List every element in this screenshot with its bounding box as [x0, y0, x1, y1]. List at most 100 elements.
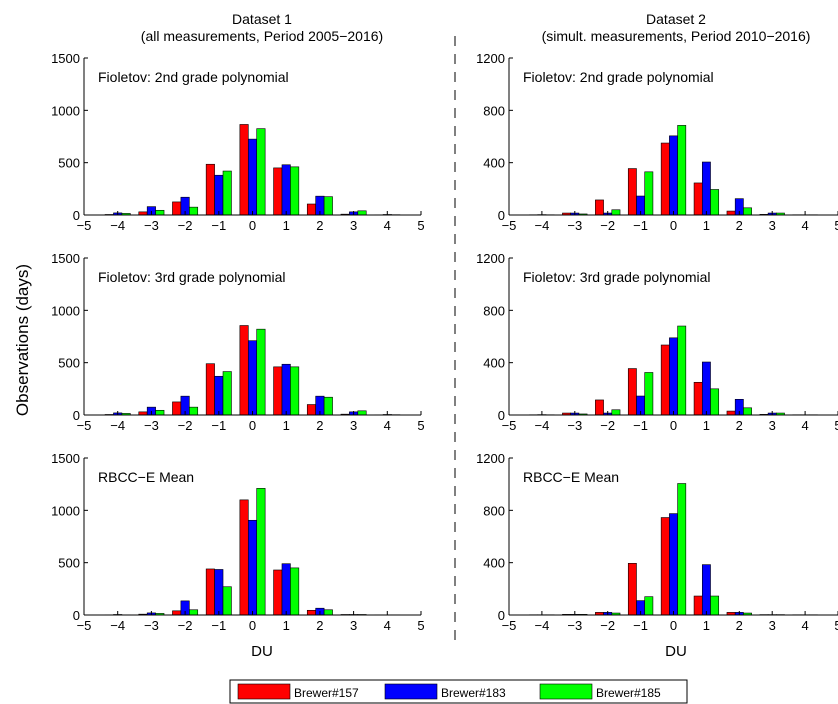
- x-tick-label: 4: [801, 418, 808, 433]
- x-axis-label-left: DU: [251, 643, 273, 660]
- x-tick-label: 1: [283, 218, 290, 233]
- y-tick-label: 500: [58, 356, 80, 371]
- bar-dataset1-mean-Brewer185--2: [189, 609, 199, 616]
- y-tick-label: 1500: [51, 451, 80, 466]
- bar-dataset1-poly3-Brewer183-0: [247, 340, 258, 416]
- x-tick-label: 3: [769, 218, 776, 233]
- bar-dataset2-mean-Brewer183-1: [701, 564, 711, 616]
- bar-dataset2-poly2-Brewer183-0: [669, 135, 678, 216]
- bar-dataset1-mean-Brewer157--2: [172, 610, 182, 616]
- y-tick-label: 800: [483, 103, 505, 118]
- bar-dataset2-poly2-Brewer157--2: [595, 199, 604, 216]
- column-subtitle-2: (simult. measurements, Period 2010−2016): [542, 28, 811, 44]
- panel-annotation: Fioletov: 3rd grade polynomial: [98, 269, 286, 285]
- bar-dataset2-poly2-Brewer185-2: [743, 207, 752, 216]
- x-tick-label: −3: [144, 218, 159, 233]
- bar-dataset2-poly3-Brewer157-2: [726, 410, 736, 416]
- x-tick-label: 2: [316, 418, 323, 433]
- x-tick-label: −5: [77, 618, 92, 633]
- bar-dataset1-poly3-Brewer157-0: [239, 325, 249, 416]
- x-tick-label: 0: [670, 618, 677, 633]
- x-tick-label: 3: [769, 418, 776, 433]
- x-tick-label: −1: [211, 618, 226, 633]
- bar-dataset1-poly2-Brewer183-0: [247, 138, 258, 216]
- bar-dataset1-poly3-Brewer157-2: [306, 404, 316, 416]
- bar-dataset1-poly3-Brewer185-2: [323, 396, 333, 416]
- y-tick-label: 1200: [476, 251, 505, 266]
- legend-label-157: Brewer#157: [294, 686, 359, 700]
- x-tick-label: −2: [600, 618, 615, 633]
- x-tick-label: 0: [249, 418, 256, 433]
- bar-dataset1-poly3-Brewer157--2: [172, 401, 182, 416]
- y-tick-label: 1500: [51, 251, 80, 266]
- legend-swatch-183: [384, 683, 438, 700]
- x-tick-label: 2: [736, 618, 743, 633]
- bar-dataset1-mean-Brewer185-2: [323, 609, 333, 616]
- x-tick-label: −1: [211, 218, 226, 233]
- legend: Brewer#157 Brewer#183 Brewer#185: [229, 679, 688, 704]
- x-tick-label: −2: [600, 418, 615, 433]
- bar-dataset1-poly3-Brewer185--2: [189, 406, 199, 416]
- x-tick-label: −1: [633, 418, 648, 433]
- x-tick-label: 1: [703, 418, 710, 433]
- y-tick-label: 500: [58, 156, 80, 171]
- y-tick-label: 800: [483, 303, 505, 318]
- panel-dataset2-poly3: −5 −4 −3 −2 −1 0 1 2 3 4 5 0 400 800 1200 Fioletov: 3rd…: [476, 251, 838, 433]
- bar-dataset2-poly2-Brewer183-1: [701, 161, 711, 216]
- bar-dataset2-poly3-Brewer185-2: [743, 407, 752, 416]
- bar-dataset2-poly2-Brewer185-0: [677, 125, 687, 216]
- x-tick-label: 2: [316, 618, 323, 633]
- bar-dataset2-mean-Brewer157-1: [693, 595, 703, 616]
- bar-dataset2-mean-Brewer157--1: [627, 563, 637, 616]
- bar-dataset1-poly3-Brewer185--3: [155, 409, 165, 416]
- bar-dataset1-poly3-Brewer185-1: [290, 366, 300, 416]
- panel-annotation: Fioletov: 2nd grade polynomial: [98, 69, 289, 85]
- bar-dataset1-mean-Brewer185--1: [222, 586, 232, 616]
- bar-dataset2-poly3-Brewer185-0: [677, 325, 687, 416]
- bar-dataset2-poly2-Brewer157--1: [627, 168, 637, 216]
- bar-dataset1-mean-Brewer185-0: [256, 488, 266, 616]
- x-tick-label: 1: [283, 418, 290, 433]
- bar-dataset2-poly2-Brewer185-1: [710, 189, 720, 216]
- x-tick-label: 5: [834, 618, 838, 633]
- x-tick-label: −2: [178, 418, 193, 433]
- bar-dataset2-poly3-Brewer185-1: [710, 388, 720, 416]
- x-tick-label: −4: [534, 218, 549, 233]
- x-tick-label: 5: [417, 618, 424, 633]
- bar-dataset2-mean-Brewer185-0: [677, 483, 687, 616]
- bar-dataset1-poly2-Brewer183-1: [281, 164, 291, 216]
- bar-dataset2-poly3-Brewer157--2: [595, 399, 604, 416]
- bar-dataset1-poly3-Brewer185-0: [256, 328, 266, 416]
- x-tick-label: 4: [801, 618, 808, 633]
- bar-dataset1-poly2-Brewer185-3: [357, 210, 367, 216]
- legend-label-185: Brewer#185: [596, 686, 661, 700]
- y-tick-label: 400: [483, 156, 505, 171]
- y-tick-label: 0: [498, 408, 505, 423]
- y-tick-label: 0: [73, 208, 80, 223]
- bar-dataset1-poly2-Brewer157-2: [306, 203, 316, 216]
- x-tick-label: 3: [350, 618, 357, 633]
- bar-dataset1-poly3-Brewer183-1: [281, 363, 291, 416]
- x-tick-label: 5: [417, 418, 424, 433]
- x-tick-label: 3: [769, 618, 776, 633]
- bar-dataset1-poly2-Brewer157--1: [205, 163, 215, 216]
- y-tick-label: 0: [73, 608, 80, 623]
- x-tick-label: −4: [110, 618, 125, 633]
- legend-swatch-185: [539, 683, 593, 700]
- x-tick-label: 4: [384, 218, 391, 233]
- bar-dataset1-mean-Brewer157-2: [306, 609, 316, 616]
- x-tick-label: 1: [703, 618, 710, 633]
- y-tick-label: 1200: [476, 451, 505, 466]
- x-tick-label: −1: [211, 418, 226, 433]
- bar-dataset2-poly3-Brewer157-0: [660, 344, 670, 416]
- x-tick-label: 5: [417, 218, 424, 233]
- x-tick-label: −5: [77, 218, 92, 233]
- x-tick-label: −4: [110, 418, 125, 433]
- bar-dataset2-mean-Brewer185--1: [644, 596, 654, 616]
- y-tick-label: 400: [483, 356, 505, 371]
- x-tick-label: −3: [567, 218, 582, 233]
- bar-dataset2-poly3-Brewer185--2: [611, 409, 621, 416]
- y-tick-label: 0: [498, 208, 505, 223]
- x-tick-label: 4: [801, 218, 808, 233]
